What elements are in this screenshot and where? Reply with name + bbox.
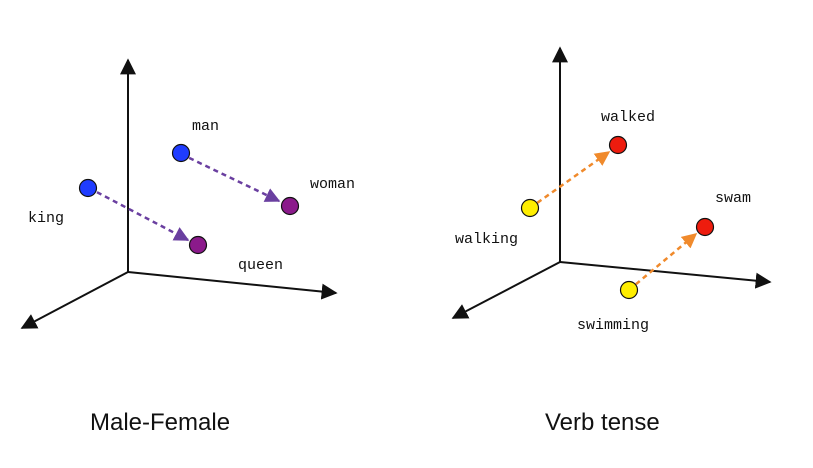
left-axes — [20, 58, 338, 329]
swimming-label: swimming — [577, 317, 649, 334]
walking-label: walking — [455, 231, 518, 248]
walked-label: walked — [601, 109, 655, 126]
right-axes — [451, 46, 772, 319]
swimming-swam-arrow — [628, 233, 698, 291]
swimming-point — [619, 280, 639, 300]
woman-point — [280, 196, 300, 216]
man-point — [171, 143, 191, 163]
queen-label: queen — [238, 257, 283, 274]
man-label: man — [192, 118, 219, 135]
swam-label: swam — [715, 190, 751, 207]
verb-tense-panel: walked swam walking swimming Verb tense — [451, 46, 772, 436]
man-woman-arrow — [180, 152, 281, 203]
woman-label: woman — [310, 176, 355, 193]
left-axis-horizontal — [127, 271, 338, 300]
male-female-caption: Male-Female — [90, 409, 230, 436]
walking-point — [520, 198, 540, 218]
male-female-panel: man woman king queen Male-Female — [20, 58, 355, 436]
verb-tense-caption: Verb tense — [545, 409, 660, 436]
king-label: king — [28, 210, 64, 227]
left-axis-diagonal — [20, 271, 129, 329]
swam-point — [695, 217, 715, 237]
walking-walked-arrow — [529, 150, 611, 210]
king-queen-arrow — [88, 186, 190, 242]
king-point — [78, 178, 98, 198]
right-axis-horizontal — [559, 261, 772, 289]
queen-point — [188, 235, 208, 255]
right-axis-diagonal — [451, 261, 561, 319]
walked-point — [608, 135, 628, 155]
